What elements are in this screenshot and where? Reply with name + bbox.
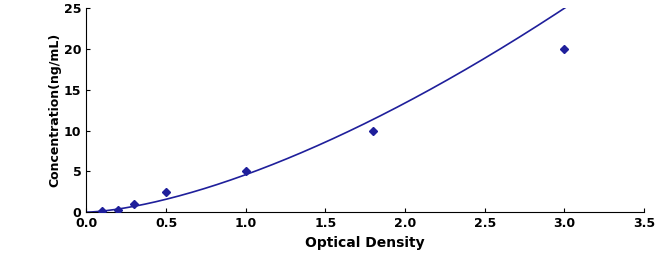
X-axis label: Optical Density: Optical Density [305, 236, 425, 250]
Y-axis label: Concentration(ng/mL): Concentration(ng/mL) [48, 33, 61, 187]
